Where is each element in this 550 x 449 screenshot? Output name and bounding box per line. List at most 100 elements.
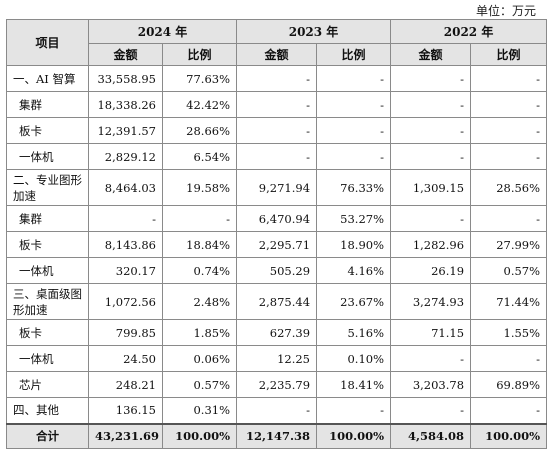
cell-ratio-2024: 6.54% xyxy=(161,143,238,170)
cell-ratio-2022: 0.57% xyxy=(470,257,548,284)
cell-amount-2023: 2,875.44 xyxy=(236,283,318,320)
cell-ratio-2023: 53.27% xyxy=(316,205,392,232)
table-row: 集群 18,338.26 42.42% - - - - xyxy=(6,91,548,118)
revenue-table: 项目 2024 年 2023 年 2022 年 金额 比例 金额 比例 金额 比… xyxy=(6,19,548,449)
cell-ratio-2022: 71.44% xyxy=(470,283,548,320)
cell-amount-2023: 9,271.94 xyxy=(236,169,318,206)
cell-amount-2022: - xyxy=(390,117,472,144)
cell-amount-2024: 2,829.12 xyxy=(88,143,163,170)
cell-ratio-2022: - xyxy=(470,397,548,424)
cell-ratio-2023: 76.33% xyxy=(316,169,392,206)
header-amount: 金额 xyxy=(236,43,318,66)
cell-amount-2024: 8,464.03 xyxy=(88,169,163,206)
total-ratio-2024: 100.00% xyxy=(161,422,238,449)
cell-amount-2024: - xyxy=(88,205,163,232)
table-row: 一体机 2,829.12 6.54% - - - - xyxy=(6,143,548,170)
table-row: 集群 - - 6,470.94 53.27% - - xyxy=(6,205,548,232)
cell-ratio-2024: 19.58% xyxy=(161,169,238,206)
cell-ratio-2023: 4.16% xyxy=(316,257,392,284)
cell-amount-2022: 26.19 xyxy=(390,257,472,284)
header-year-2023: 2023 年 xyxy=(236,19,392,44)
header-year-2022: 2022 年 xyxy=(390,19,548,44)
row-label: 一、AI 智算 xyxy=(6,65,89,92)
total-ratio-2023: 100.00% xyxy=(316,422,392,449)
cell-ratio-2022: - xyxy=(470,143,548,170)
cell-amount-2022: - xyxy=(390,345,472,372)
header-item: 项目 xyxy=(6,19,89,66)
cell-amount-2022: 71.15 xyxy=(390,319,472,346)
cell-ratio-2023: - xyxy=(316,65,392,92)
row-label: 一体机 xyxy=(6,257,89,284)
table-row: 一、AI 智算 33,558.95 77.63% - - - - xyxy=(6,65,548,92)
cell-amount-2024: 136.15 xyxy=(88,397,163,424)
cell-amount-2024: 24.50 xyxy=(88,345,163,372)
cell-amount-2022: 3,274.93 xyxy=(390,283,472,320)
cell-ratio-2023: - xyxy=(316,143,392,170)
table-row: 二、专业图形加速 8,464.03 19.58% 9,271.94 76.33%… xyxy=(6,169,548,206)
cell-amount-2022: - xyxy=(390,91,472,118)
cell-amount-2023: 2,295.71 xyxy=(236,231,318,258)
cell-ratio-2022: 69.89% xyxy=(470,371,548,398)
row-label: 三、桌面级图形加速 xyxy=(6,283,89,320)
table-row: 一体机 320.17 0.74% 505.29 4.16% 26.19 0.57… xyxy=(6,257,548,284)
cell-amount-2024: 8,143.86 xyxy=(88,231,163,258)
cell-ratio-2022: - xyxy=(470,65,548,92)
cell-amount-2022: 3,203.78 xyxy=(390,371,472,398)
cell-ratio-2023: 23.67% xyxy=(316,283,392,320)
cell-amount-2024: 248.21 xyxy=(88,371,163,398)
header-row-years: 项目 2024 年 2023 年 2022 年 xyxy=(6,19,548,66)
row-label: 集群 xyxy=(6,205,89,232)
cell-amount-2024: 33,558.95 xyxy=(88,65,163,92)
cell-ratio-2024: - xyxy=(161,205,238,232)
cell-ratio-2022: 27.99% xyxy=(470,231,548,258)
cell-ratio-2022: - xyxy=(470,345,548,372)
header-ratio: 比例 xyxy=(470,43,548,66)
cell-ratio-2024: 28.66% xyxy=(161,117,238,144)
cell-ratio-2024: 2.48% xyxy=(161,283,238,320)
row-label: 芯片 xyxy=(6,371,89,398)
cell-ratio-2023: - xyxy=(316,117,392,144)
total-amount-2024: 43,231.69 xyxy=(88,422,163,449)
cell-ratio-2023: - xyxy=(316,91,392,118)
row-label: 一体机 xyxy=(6,345,89,372)
cell-amount-2022: 1,282.96 xyxy=(390,231,472,258)
total-row: 合计 43,231.69 100.00% 12,147.38 100.00% 4… xyxy=(6,422,548,449)
cell-ratio-2023: 5.16% xyxy=(316,319,392,346)
table-row: 一体机 24.50 0.06% 12.25 0.10% - - xyxy=(6,345,548,372)
total-amount-2023: 12,147.38 xyxy=(236,422,318,449)
cell-ratio-2024: 0.57% xyxy=(161,371,238,398)
cell-ratio-2024: 42.42% xyxy=(161,91,238,118)
cell-ratio-2022: - xyxy=(470,205,548,232)
header-ratio: 比例 xyxy=(161,43,238,66)
cell-ratio-2022: 28.56% xyxy=(470,169,548,206)
cell-amount-2024: 799.85 xyxy=(88,319,163,346)
total-ratio-2022: 100.00% xyxy=(470,422,548,449)
cell-amount-2022: - xyxy=(390,65,472,92)
cell-amount-2023: - xyxy=(236,65,318,92)
cell-amount-2023: 6,470.94 xyxy=(236,205,318,232)
row-label: 板卡 xyxy=(6,319,89,346)
row-label: 集群 xyxy=(6,91,89,118)
cell-ratio-2023: 18.41% xyxy=(316,371,392,398)
cell-ratio-2023: 0.10% xyxy=(316,345,392,372)
cell-amount-2022: - xyxy=(390,143,472,170)
cell-ratio-2024: 0.06% xyxy=(161,345,238,372)
cell-amount-2022: - xyxy=(390,205,472,232)
cell-amount-2023: 12.25 xyxy=(236,345,318,372)
cell-amount-2023: - xyxy=(236,397,318,424)
cell-amount-2023: - xyxy=(236,91,318,118)
cell-amount-2023: 2,235.79 xyxy=(236,371,318,398)
header-year-2024: 2024 年 xyxy=(87,19,238,44)
cell-ratio-2022: - xyxy=(470,91,548,118)
cell-ratio-2024: 18.84% xyxy=(161,231,238,258)
cell-amount-2024: 1,072.56 xyxy=(88,283,163,320)
row-label: 一体机 xyxy=(6,143,89,170)
table-row: 三、桌面级图形加速 1,072.56 2.48% 2,875.44 23.67%… xyxy=(6,283,548,320)
table-row: 板卡 799.85 1.85% 627.39 5.16% 71.15 1.55% xyxy=(6,319,548,346)
table-row: 芯片 248.21 0.57% 2,235.79 18.41% 3,203.78… xyxy=(6,371,548,398)
cell-amount-2022: 1,309.15 xyxy=(390,169,472,206)
cell-amount-2023: 627.39 xyxy=(236,319,318,346)
table-row: 板卡 8,143.86 18.84% 2,295.71 18.90% 1,282… xyxy=(6,231,548,258)
cell-amount-2024: 12,391.57 xyxy=(88,117,163,144)
total-amount-2022: 4,584.08 xyxy=(390,422,472,449)
